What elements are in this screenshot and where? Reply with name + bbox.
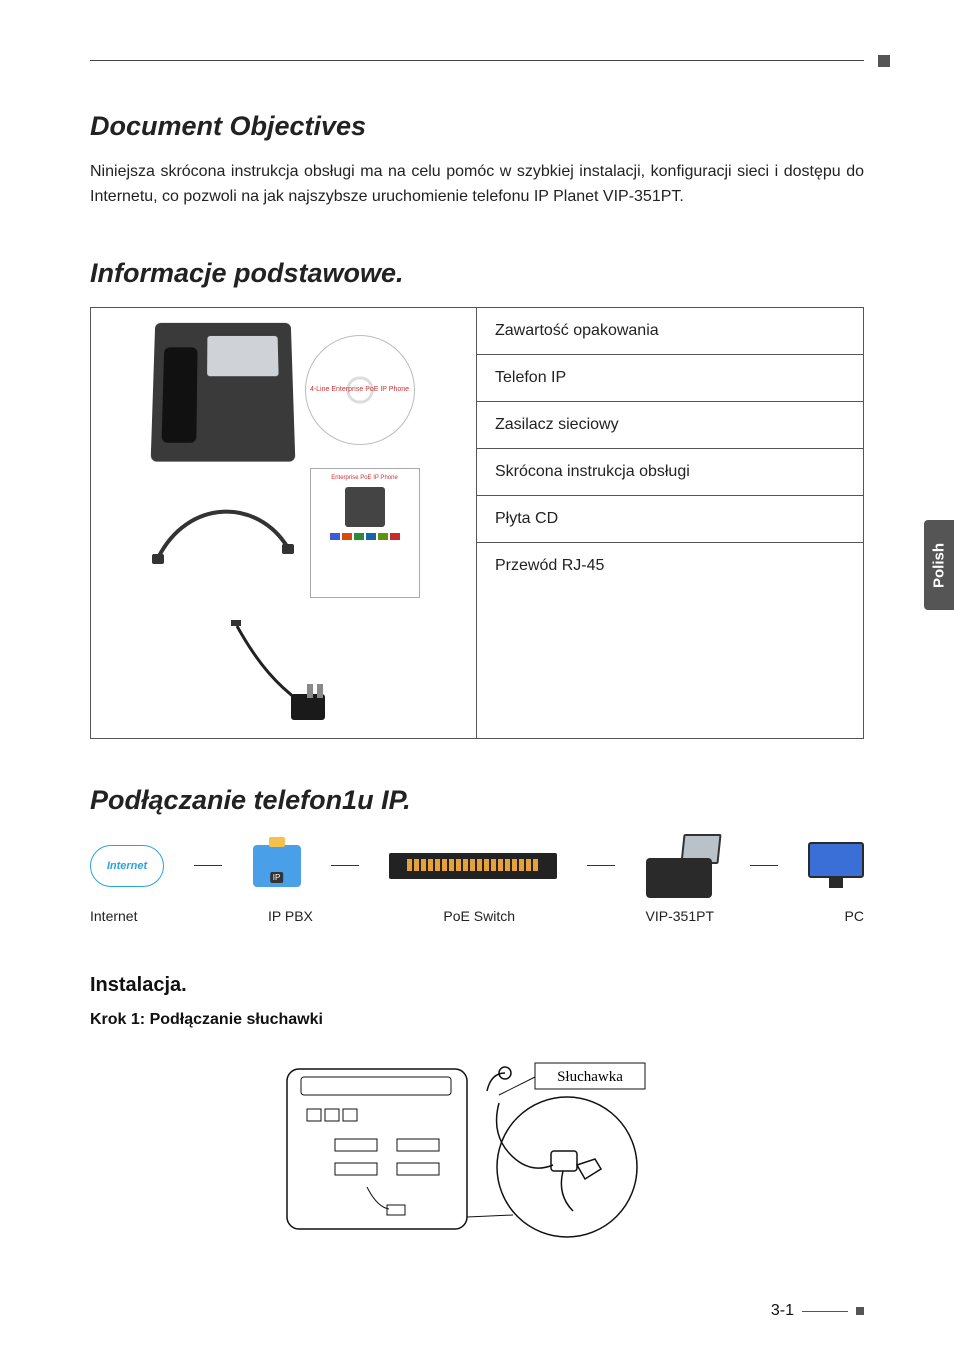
conn-ippbx — [253, 845, 301, 887]
pc-icon — [808, 842, 864, 890]
package-images: 4-Line Enterprise PoE IP Phone Enterpris… — [91, 308, 477, 738]
cd-label: 4-Line Enterprise PoE IP Phone — [310, 386, 409, 394]
leaflet-flags — [330, 533, 400, 540]
connection-labels: Internet IP PBX PoE Switch VIP-351PT PC — [90, 908, 864, 924]
package-row: Zasilacz sieciowy — [477, 402, 863, 449]
package-row: Płyta CD — [477, 496, 863, 543]
connection-diagram: Internet — [90, 834, 864, 898]
cd-image: 4-Line Enterprise PoE IP Phone — [305, 335, 415, 445]
adapter-image — [229, 606, 339, 726]
cloud-icon: Internet — [90, 845, 164, 887]
ippbx-icon — [253, 845, 301, 887]
callout-text: Słuchawka — [557, 1069, 623, 1085]
dash-icon — [587, 865, 615, 866]
top-rule — [90, 60, 864, 61]
package-row: Zawartość opakowania — [477, 308, 863, 355]
dash-icon — [194, 865, 222, 866]
leaflet-image: Enterprise PoE IP Phone — [310, 468, 420, 598]
conn-vip — [646, 834, 720, 898]
page-number: 3-1 — [771, 1302, 864, 1320]
heading-step1: Krok 1: Podłączanie słuchawki — [90, 1011, 864, 1029]
page: Document Objectives Niniejsza skrócona i… — [0, 0, 954, 1287]
conn-label: Internet — [90, 908, 137, 924]
cable-image — [148, 488, 298, 578]
package-row: Skrócona instrukcja obsługi — [477, 449, 863, 496]
install-figure: Słuchawka — [90, 1047, 864, 1247]
heading-info: Informacje podstawowe. — [90, 258, 864, 289]
conn-label: VIP-351PT — [646, 908, 714, 924]
leaflet-label: Enterprise PoE IP Phone — [331, 475, 398, 481]
switch-icon — [389, 853, 557, 879]
conn-label: PC — [845, 908, 864, 924]
vip-phone-icon — [646, 834, 720, 898]
conn-label: IP PBX — [268, 908, 313, 924]
dash-icon — [331, 865, 359, 866]
heading-objectives: Document Objectives — [90, 111, 864, 142]
package-table: 4-Line Enterprise PoE IP Phone Enterpris… — [90, 307, 864, 739]
phone-image — [150, 322, 295, 461]
dash-icon — [750, 865, 778, 866]
conn-switch — [389, 853, 557, 879]
heading-install: Instalacja. — [90, 974, 864, 997]
conn-pc — [808, 842, 864, 890]
package-list: Zawartość opakowania Telefon IP Zasilacz… — [477, 308, 863, 738]
conn-internet: Internet — [90, 845, 164, 887]
package-row: Telefon IP — [477, 355, 863, 402]
conn-label: PoE Switch — [443, 908, 515, 924]
package-row: Przewód RJ-45 — [477, 543, 863, 589]
intro-paragraph: Niniejsza skrócona instrukcja obsługi ma… — [90, 160, 864, 210]
heading-connect: Podłączanie telefon1u IP. — [90, 785, 864, 816]
